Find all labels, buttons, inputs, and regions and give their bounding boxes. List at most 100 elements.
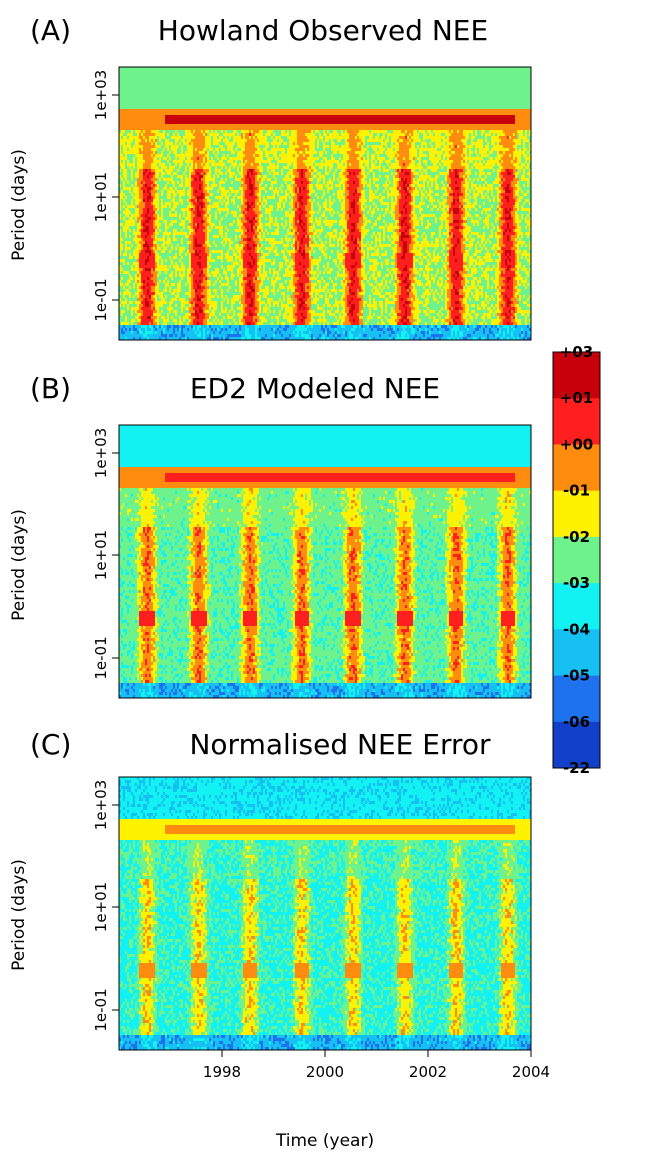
heatmap-cell bbox=[375, 154, 378, 158]
heatmap-cell bbox=[219, 223, 222, 227]
heatmap-cell bbox=[399, 193, 402, 197]
heatmap-cell bbox=[441, 139, 444, 143]
heatmap-cell bbox=[205, 157, 208, 161]
heatmap-cell bbox=[433, 196, 442, 200]
heatmap-cell bbox=[279, 262, 284, 266]
heatmap-cell bbox=[335, 211, 338, 215]
heatmap-cell bbox=[197, 214, 202, 218]
heatmap-cell bbox=[409, 250, 412, 254]
heatmap-cell bbox=[453, 214, 462, 218]
heatmap-cell bbox=[445, 151, 450, 155]
heatmap-cell bbox=[177, 181, 180, 185]
heatmap-cell bbox=[119, 250, 122, 254]
heatmap-cell bbox=[423, 247, 426, 251]
heatmap-cell bbox=[119, 232, 122, 236]
heatmap-cell bbox=[123, 268, 132, 272]
heatmap-cell bbox=[381, 166, 384, 170]
heatmap-cell bbox=[247, 274, 252, 278]
heatmap-cell bbox=[313, 265, 318, 269]
heatmap-cell bbox=[181, 208, 190, 212]
heatmap-cell bbox=[331, 271, 338, 275]
heatmap-cell bbox=[159, 220, 164, 224]
heatmap-cell bbox=[393, 250, 398, 254]
heatmap-cell bbox=[219, 190, 222, 194]
heatmap-cell bbox=[523, 148, 528, 152]
heatmap-cell bbox=[275, 238, 282, 242]
heatmap-cell bbox=[277, 145, 280, 149]
heatmap-cell bbox=[429, 178, 438, 182]
heatmap-cell bbox=[375, 175, 380, 179]
heatmap-cell bbox=[359, 172, 362, 176]
heatmap-cell bbox=[397, 250, 402, 254]
heatmap-cell bbox=[521, 163, 526, 167]
heatmap-cell bbox=[367, 271, 370, 275]
heatmap-cell bbox=[483, 163, 486, 167]
heatmap-cell bbox=[313, 163, 316, 167]
heatmap-cell bbox=[393, 199, 396, 203]
heatmap-cell bbox=[375, 211, 386, 215]
heatmap-cell bbox=[277, 202, 282, 206]
heatmap-cell bbox=[373, 208, 376, 212]
heatmap-cell bbox=[209, 214, 212, 218]
heatmap-cell bbox=[299, 154, 304, 158]
heatmap-cell bbox=[235, 166, 238, 170]
heatmap-cell bbox=[225, 274, 228, 278]
heatmap-cell bbox=[319, 238, 322, 242]
heatmap-cell bbox=[463, 211, 466, 215]
heatmap-cell bbox=[169, 244, 172, 248]
heatmap-cell bbox=[223, 217, 238, 221]
heatmap-cell bbox=[413, 205, 422, 209]
heatmap-cell bbox=[407, 190, 410, 194]
heatmap-cell bbox=[183, 163, 188, 167]
heatmap-cell bbox=[441, 133, 446, 137]
heatmap-cell bbox=[261, 148, 264, 152]
heatmap-cell bbox=[387, 178, 390, 182]
heatmap-cell bbox=[341, 235, 344, 239]
heatmap-cell bbox=[247, 262, 252, 266]
heatmap-cell bbox=[119, 163, 126, 167]
heatmap-cell bbox=[311, 238, 314, 242]
heatmap-cell bbox=[335, 232, 338, 236]
heatmap-cell bbox=[445, 136, 448, 140]
heatmap-cell bbox=[379, 235, 382, 239]
heatmap-cell bbox=[291, 199, 294, 203]
heatmap-cell bbox=[321, 214, 326, 218]
heatmap-cell bbox=[469, 154, 472, 158]
heatmap-cell bbox=[171, 136, 182, 140]
heatmap-cell bbox=[299, 217, 302, 221]
heatmap-cell bbox=[227, 259, 234, 263]
heatmap-cell bbox=[337, 250, 340, 254]
heatmap-cell bbox=[195, 223, 198, 227]
heatmap-cell bbox=[291, 256, 296, 260]
heatmap-cell bbox=[239, 190, 242, 194]
heatmap-cell bbox=[419, 151, 424, 155]
heatmap-cell bbox=[119, 148, 122, 152]
heatmap-cell bbox=[153, 205, 156, 209]
heatmap-cell bbox=[159, 232, 164, 236]
heatmap-cell bbox=[273, 250, 278, 254]
heatmap-cell bbox=[423, 151, 430, 155]
heatmap-cell bbox=[293, 241, 296, 245]
heatmap-cell bbox=[177, 142, 180, 146]
heatmap-cell bbox=[515, 115, 531, 119]
heatmap-cell bbox=[527, 259, 531, 263]
heatmap-cell bbox=[323, 241, 326, 245]
heatmap-cell bbox=[243, 160, 246, 164]
heatmap-cell bbox=[267, 169, 270, 173]
heatmap-cell bbox=[435, 193, 440, 197]
heatmap-cell bbox=[323, 157, 328, 161]
heatmap-cell bbox=[451, 211, 454, 215]
heatmap-cell bbox=[245, 202, 248, 206]
heatmap-cell bbox=[185, 271, 188, 275]
heatmap-cell bbox=[507, 256, 510, 260]
heatmap-cell bbox=[487, 271, 496, 275]
heatmap-cell bbox=[197, 199, 200, 203]
heatmap-cell bbox=[527, 193, 531, 197]
heatmap-cell bbox=[347, 181, 354, 185]
heatmap-cell bbox=[229, 250, 234, 254]
heatmap-cell bbox=[137, 181, 142, 185]
heatmap-cell bbox=[319, 274, 338, 278]
heatmap-cell bbox=[179, 259, 182, 263]
heatmap-cell bbox=[191, 259, 208, 263]
heatmap-cell bbox=[227, 169, 232, 173]
